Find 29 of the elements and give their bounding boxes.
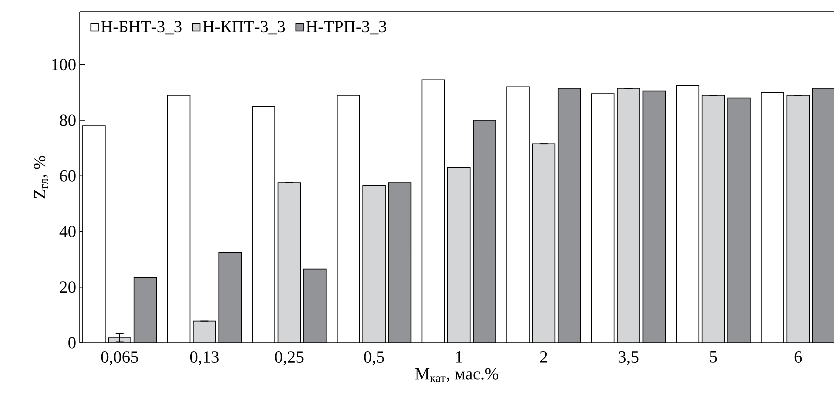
y-tick-label: 40 <box>60 226 76 238</box>
x-tick-label: 2 <box>540 352 548 363</box>
bar <box>219 252 242 343</box>
x-tick-label: 0,25 <box>275 352 304 366</box>
legend-label: Н-КПТ-3_3 <box>203 21 286 35</box>
y-axis-title: Z$_{гл}$, % <box>34 156 48 199</box>
bar <box>134 278 157 343</box>
x-tick-label: 0,13 <box>190 352 219 366</box>
bar <box>812 88 834 344</box>
y-tick-label: 80 <box>60 114 76 126</box>
x-tick-label: 0,065 <box>101 352 138 366</box>
x-tick-label: 6 <box>794 352 802 363</box>
x-tick-label: 5 <box>710 352 718 363</box>
legend-label: Н-БНТ-3_3 <box>101 21 182 35</box>
y-tick-label: 60 <box>60 170 76 182</box>
bar <box>474 120 496 343</box>
x-tick-label: 0,5 <box>364 352 384 366</box>
y-tick-label: 20 <box>60 282 76 294</box>
bar <box>558 88 581 343</box>
bar <box>304 269 326 343</box>
x-tick-label: 3,5 <box>618 352 639 366</box>
x-axis-title: M$_{кат}$, мас.% <box>415 368 498 382</box>
y-tick-label: 100 <box>52 59 76 71</box>
bar <box>643 91 666 343</box>
x-tick-label: 1 <box>456 352 462 363</box>
bar <box>388 183 412 343</box>
y-tick-label: 0 <box>68 337 76 349</box>
bar <box>728 98 750 343</box>
legend-label: Н-ТРП-3_3 <box>306 21 387 35</box>
